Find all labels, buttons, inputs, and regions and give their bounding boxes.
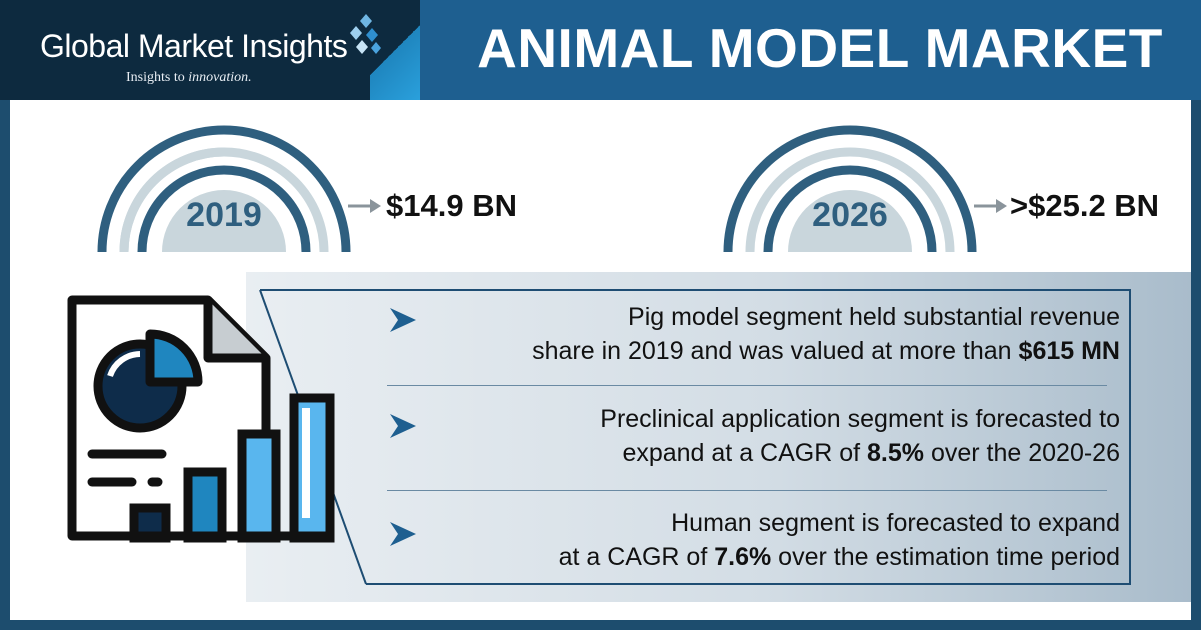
fact-line-1: Pig model segment held substantial reven… [628,303,1120,331]
gauge-value: >$25.2 BN [1010,188,1160,223]
gauge-2026: 2026 >$25.2 BN [720,114,1180,254]
fact-text: Pig model segment held substantial reven… [430,300,1120,368]
page-title: ANIMAL MODEL MARKET [477,17,1163,79]
fact-divider [387,385,1107,386]
fact-highlight: 8.5% [867,439,925,467]
fact-line-2: expand at a CAGR of 8.5% over the 2020-2… [622,439,1120,467]
fact-text: Preclinical application segment is forec… [430,402,1120,470]
arrow-right-icon [974,199,1007,213]
fact-divider [387,490,1107,491]
fact-highlight: $615 MN [1018,337,1120,365]
logo-diamonds-icon [350,14,381,54]
fact-item: Preclinical application segment is forec… [390,400,1120,470]
tagline-prefix: Insights to [126,70,189,85]
chevron-bullet-icon [390,414,416,438]
facts-panel [246,272,1191,602]
fact-line-1: Human segment is forecasted to expand [671,509,1120,537]
fact-item: Human segment is forecasted to expand at… [390,504,1120,574]
chevron-bullet-icon [390,522,416,546]
gauge-year: 2026 [812,196,888,234]
brand-tagline: Insights to innovation. [126,70,252,86]
gauge-value: $14.9 BN [386,188,517,223]
title-banner: ANIMAL MODEL MARKET [420,0,1201,100]
tagline-emphasis: innovation. [188,70,252,85]
fact-line-2: share in 2019 and was valued at more tha… [532,337,1120,365]
fact-highlight: 7.6% [714,543,772,571]
fact-line-1: Preclinical application segment is forec… [600,405,1120,433]
fact-item: Pig model segment held substantial reven… [390,300,1120,370]
report-chart-icon [67,295,335,543]
gauge-2019: 2019 $14.9 BN [94,114,517,254]
chevron-bullet-icon [390,308,416,332]
brand-name: Global Market Insights [40,28,348,64]
brand-header: Global Market Insights Insights to innov… [0,0,420,100]
arrow-right-icon [348,199,381,213]
fact-line-2: at a CAGR of 7.6% over the estimation ti… [558,543,1120,571]
gauge-year: 2019 [186,196,262,234]
gauge-arcs [97,125,351,253]
gauge-arcs [723,125,977,253]
content-area: 2019 $14.9 BN 2026 >$25.2 BN [10,100,1191,620]
fact-text: Human segment is forecasted to expand at… [430,506,1120,574]
